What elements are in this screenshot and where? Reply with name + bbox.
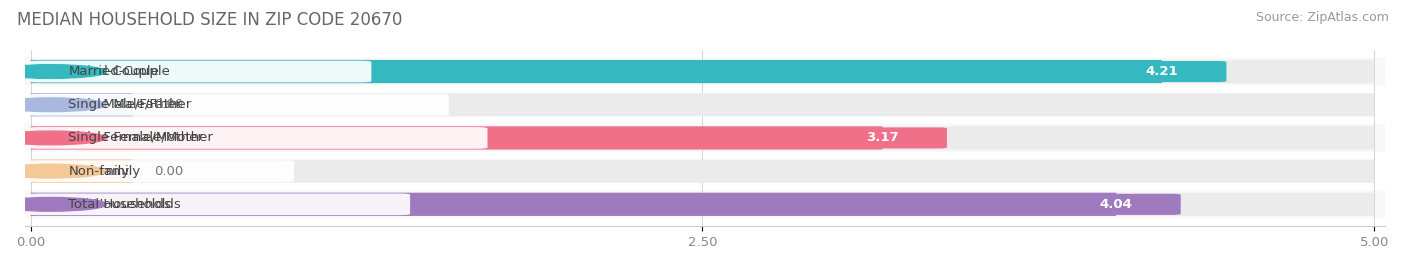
FancyBboxPatch shape — [28, 160, 294, 182]
Text: Married-Couple: Married-Couple — [58, 65, 159, 78]
Text: Non-family: Non-family — [69, 165, 141, 178]
FancyBboxPatch shape — [31, 193, 1374, 216]
FancyBboxPatch shape — [31, 160, 132, 183]
FancyBboxPatch shape — [14, 124, 1396, 152]
FancyBboxPatch shape — [1052, 194, 1181, 215]
FancyBboxPatch shape — [28, 193, 411, 215]
FancyBboxPatch shape — [818, 128, 948, 148]
Text: MEDIAN HOUSEHOLD SIZE IN ZIP CODE 20670: MEDIAN HOUSEHOLD SIZE IN ZIP CODE 20670 — [17, 11, 402, 29]
Text: Total Households: Total Households — [69, 198, 181, 211]
FancyBboxPatch shape — [31, 126, 883, 150]
Text: 4.04: 4.04 — [1099, 198, 1133, 211]
Text: Married-Couple: Married-Couple — [69, 65, 170, 78]
FancyBboxPatch shape — [14, 58, 1396, 86]
FancyBboxPatch shape — [28, 94, 449, 116]
FancyBboxPatch shape — [31, 126, 1374, 150]
Text: Single Female/Mother: Single Female/Mother — [58, 132, 202, 144]
Text: Single Female/Mother: Single Female/Mother — [69, 132, 214, 144]
Text: Single Male/Father: Single Male/Father — [58, 98, 181, 111]
Circle shape — [0, 164, 107, 178]
FancyBboxPatch shape — [28, 127, 488, 149]
FancyBboxPatch shape — [31, 193, 1116, 216]
FancyBboxPatch shape — [31, 93, 1374, 116]
FancyBboxPatch shape — [14, 91, 1396, 119]
FancyBboxPatch shape — [31, 60, 1374, 83]
Text: Single Male/Father: Single Male/Father — [69, 98, 191, 111]
FancyBboxPatch shape — [14, 157, 1396, 185]
Text: Total Households: Total Households — [58, 198, 170, 211]
Circle shape — [0, 65, 107, 78]
FancyBboxPatch shape — [31, 93, 132, 116]
FancyBboxPatch shape — [31, 60, 1161, 83]
Text: 4.21: 4.21 — [1146, 65, 1178, 78]
FancyBboxPatch shape — [28, 61, 371, 82]
Text: 3.17: 3.17 — [866, 132, 898, 144]
Circle shape — [0, 131, 107, 145]
Text: 0.00: 0.00 — [155, 98, 184, 111]
FancyBboxPatch shape — [31, 160, 1374, 183]
Circle shape — [0, 98, 107, 112]
Text: 0.00: 0.00 — [155, 165, 184, 178]
Text: Source: ZipAtlas.com: Source: ZipAtlas.com — [1256, 11, 1389, 24]
FancyBboxPatch shape — [14, 190, 1396, 218]
Text: Non-family: Non-family — [58, 165, 129, 178]
FancyBboxPatch shape — [1098, 61, 1226, 82]
Circle shape — [0, 197, 107, 211]
